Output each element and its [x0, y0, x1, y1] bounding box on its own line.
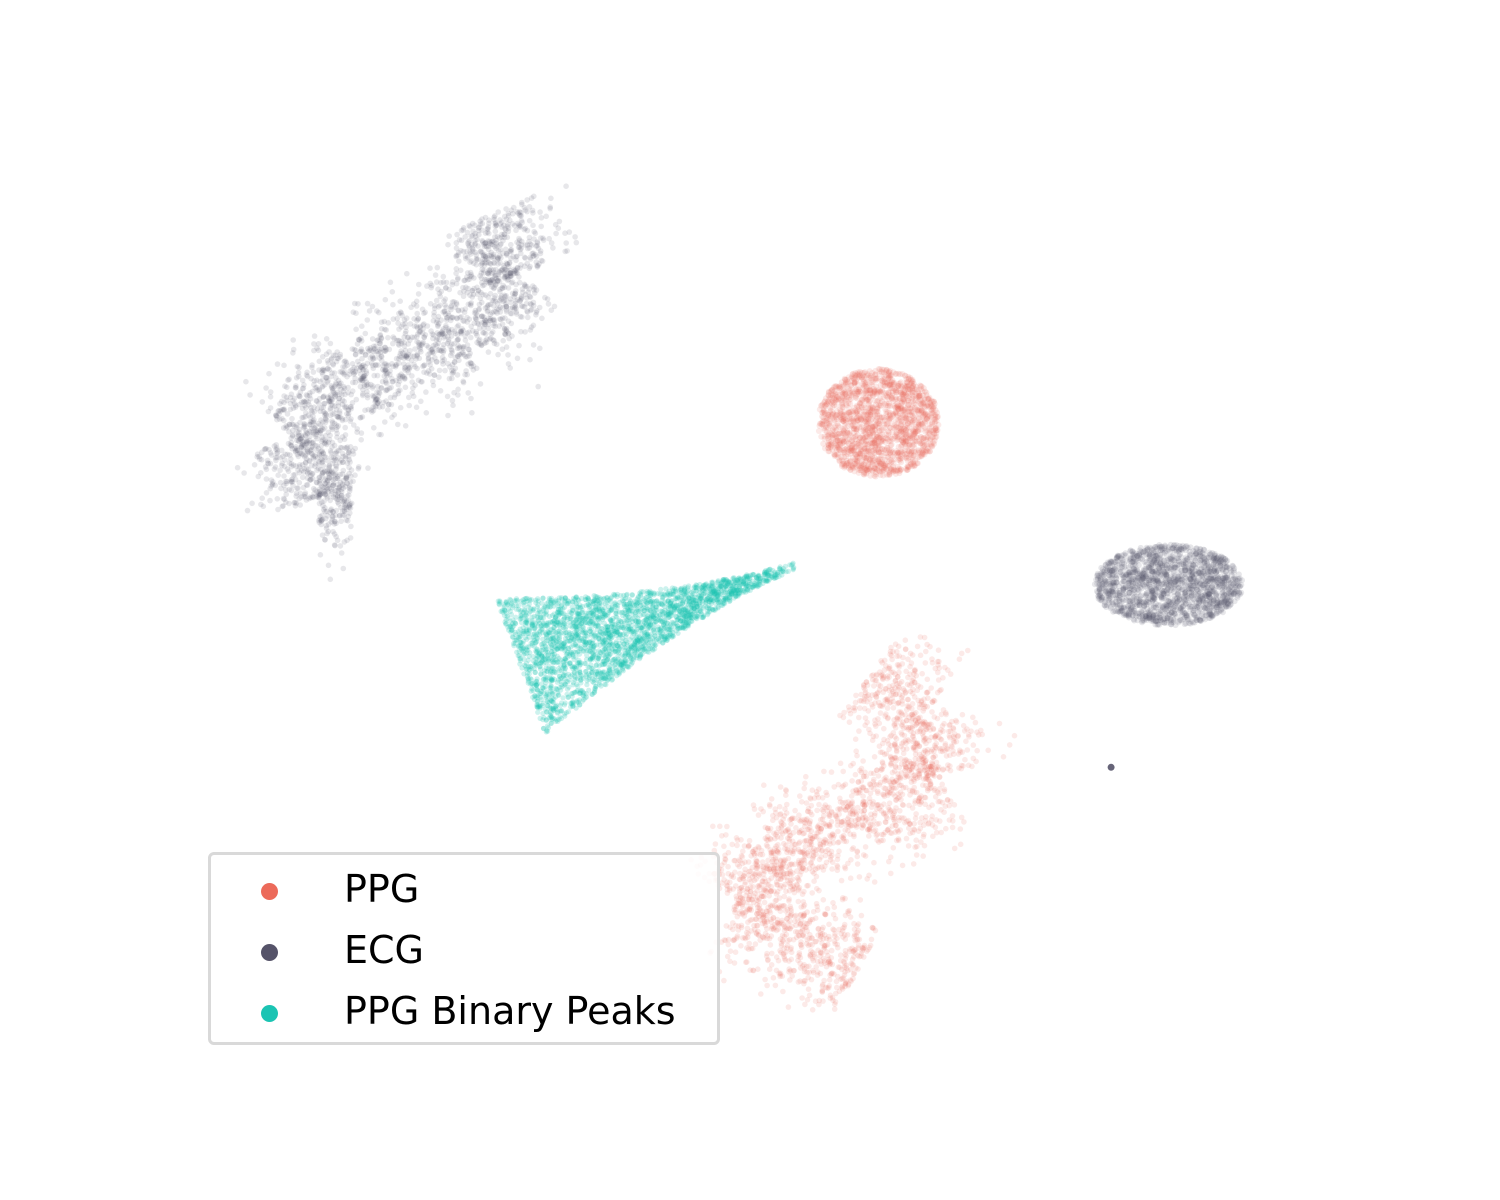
cluster-ppg-1	[815, 366, 942, 480]
legend-label-ppg-binary-peaks: PPG Binary Peaks	[344, 989, 676, 1033]
legend-item-ppg: PPG	[211, 861, 717, 921]
cluster-ecg-2	[1091, 541, 1245, 629]
legend-item-ecg: ECG	[211, 922, 717, 982]
legend-label-ecg: ECG	[344, 928, 424, 972]
cluster-ppg-binary-peaks-1	[495, 560, 797, 735]
cluster-ppg-2	[688, 634, 1018, 1013]
cluster-ecg-1	[234, 183, 580, 583]
legend-label-ppg: PPG	[344, 867, 420, 911]
legend-marker-ecg	[261, 944, 278, 961]
legend-marker-ppg	[261, 883, 278, 900]
legend-item-ppg-binary-peaks: PPG Binary Peaks	[211, 983, 717, 1043]
legend: PPG ECG PPG Binary Peaks	[208, 852, 720, 1045]
cluster-ecg-3	[1107, 763, 1115, 771]
legend-marker-ppg-binary-peaks	[261, 1005, 278, 1022]
